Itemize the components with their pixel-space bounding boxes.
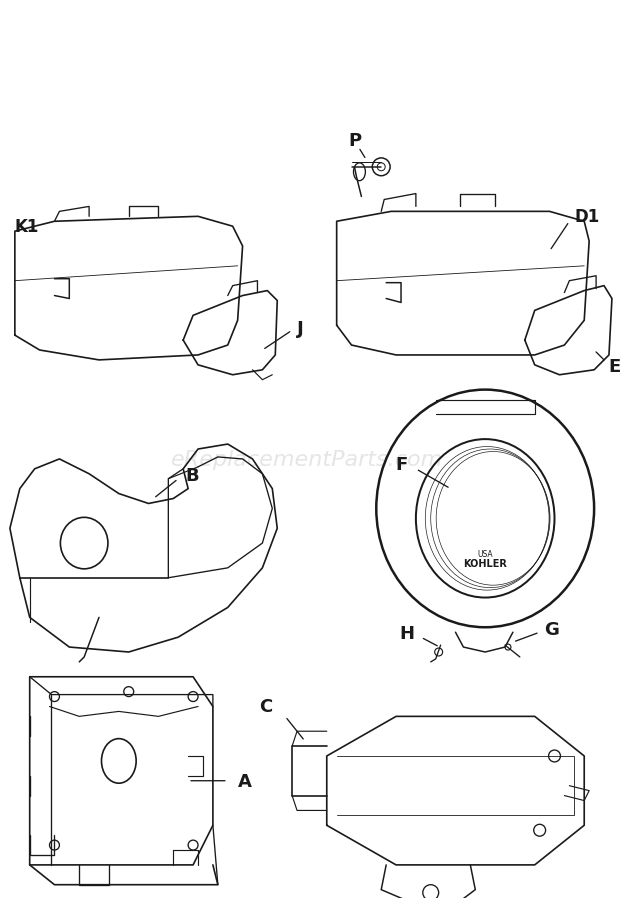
Text: P: P xyxy=(348,132,361,150)
Text: KOHLER: KOHLER xyxy=(463,558,507,568)
Text: B: B xyxy=(185,466,199,484)
Text: J: J xyxy=(297,320,304,338)
Text: C: C xyxy=(259,697,272,715)
Text: K1: K1 xyxy=(15,218,39,236)
Text: USA: USA xyxy=(477,550,493,559)
Text: E: E xyxy=(608,357,620,375)
Text: eReplacementParts.com: eReplacementParts.com xyxy=(171,449,443,469)
Text: G: G xyxy=(544,621,559,639)
Text: D1: D1 xyxy=(574,208,600,226)
Text: A: A xyxy=(237,772,252,790)
Text: H: H xyxy=(399,624,414,642)
Text: F: F xyxy=(396,456,408,474)
